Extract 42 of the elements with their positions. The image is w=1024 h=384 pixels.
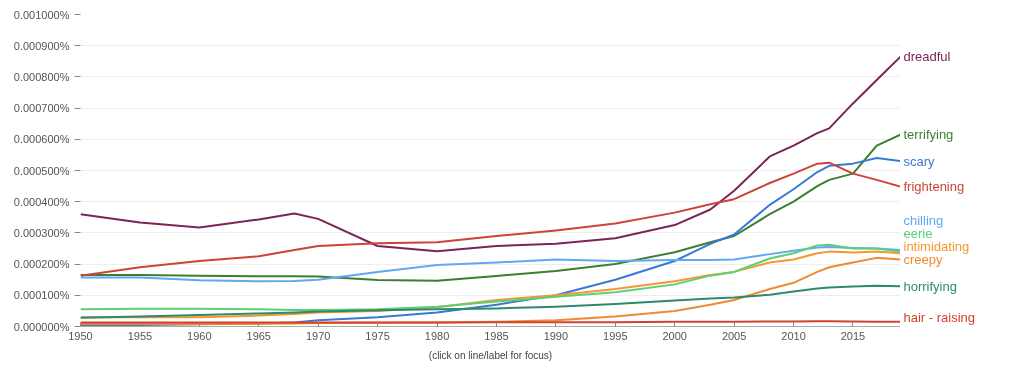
series-label: chilling bbox=[903, 212, 944, 228]
line-series bbox=[80, 256, 900, 325]
series-label: dreadful bbox=[903, 49, 951, 65]
x-tick-label: 1955 bbox=[127, 329, 153, 342]
y-tick-label: 0.000200% bbox=[13, 258, 70, 271]
x-tick-label: 1975 bbox=[365, 329, 390, 342]
x-tick-label: 2010 bbox=[781, 329, 806, 342]
series-label: intimidating bbox=[903, 238, 970, 254]
y-tick-label: 0.000700% bbox=[13, 102, 70, 115]
y-tick-label: 0.000900% bbox=[13, 39, 70, 52]
line-series bbox=[80, 245, 900, 283]
x-tick-label: 1960 bbox=[187, 329, 212, 342]
series-label: eerie bbox=[903, 225, 933, 241]
x-tick-label: 2015 bbox=[840, 329, 866, 342]
y-tick-label: 0.000800% bbox=[13, 70, 70, 83]
x-tick-label: 1985 bbox=[484, 329, 509, 342]
line-series bbox=[80, 55, 900, 253]
x-tick-label: 1970 bbox=[305, 329, 331, 342]
y-tick-label: 0.000000% bbox=[13, 320, 70, 333]
series-label: scary bbox=[903, 153, 936, 169]
series-label: terrifying bbox=[903, 127, 954, 143]
y-tick-label: 0.000400% bbox=[13, 195, 70, 208]
y-tick-label: 0.001000% bbox=[13, 8, 70, 21]
series-label: frightening bbox=[903, 179, 965, 195]
x-tick-label: 1980 bbox=[424, 329, 450, 342]
x-tick-label: 2000 bbox=[662, 329, 687, 342]
line-series bbox=[80, 284, 900, 319]
line-series bbox=[80, 243, 900, 311]
y-tick-label: 0.000600% bbox=[13, 133, 70, 146]
x-tick-label: 1995 bbox=[603, 329, 628, 342]
text: (click on line/label for focus) bbox=[428, 349, 553, 361]
series-label: horrifying bbox=[903, 278, 957, 294]
series-label: creepy bbox=[903, 251, 944, 267]
y-tick-label: 0.000100% bbox=[13, 289, 70, 302]
x-tick-label: 1965 bbox=[246, 329, 272, 342]
x-tick-label: 1990 bbox=[543, 329, 569, 342]
y-tick-label: 0.000500% bbox=[13, 164, 70, 177]
line-series bbox=[80, 161, 900, 277]
x-tick-label: 2005 bbox=[721, 329, 747, 342]
x-tick-label: 1950 bbox=[68, 329, 93, 342]
series-label: hair - raising bbox=[903, 310, 976, 325]
y-tick-label: 0.000300% bbox=[13, 226, 70, 239]
